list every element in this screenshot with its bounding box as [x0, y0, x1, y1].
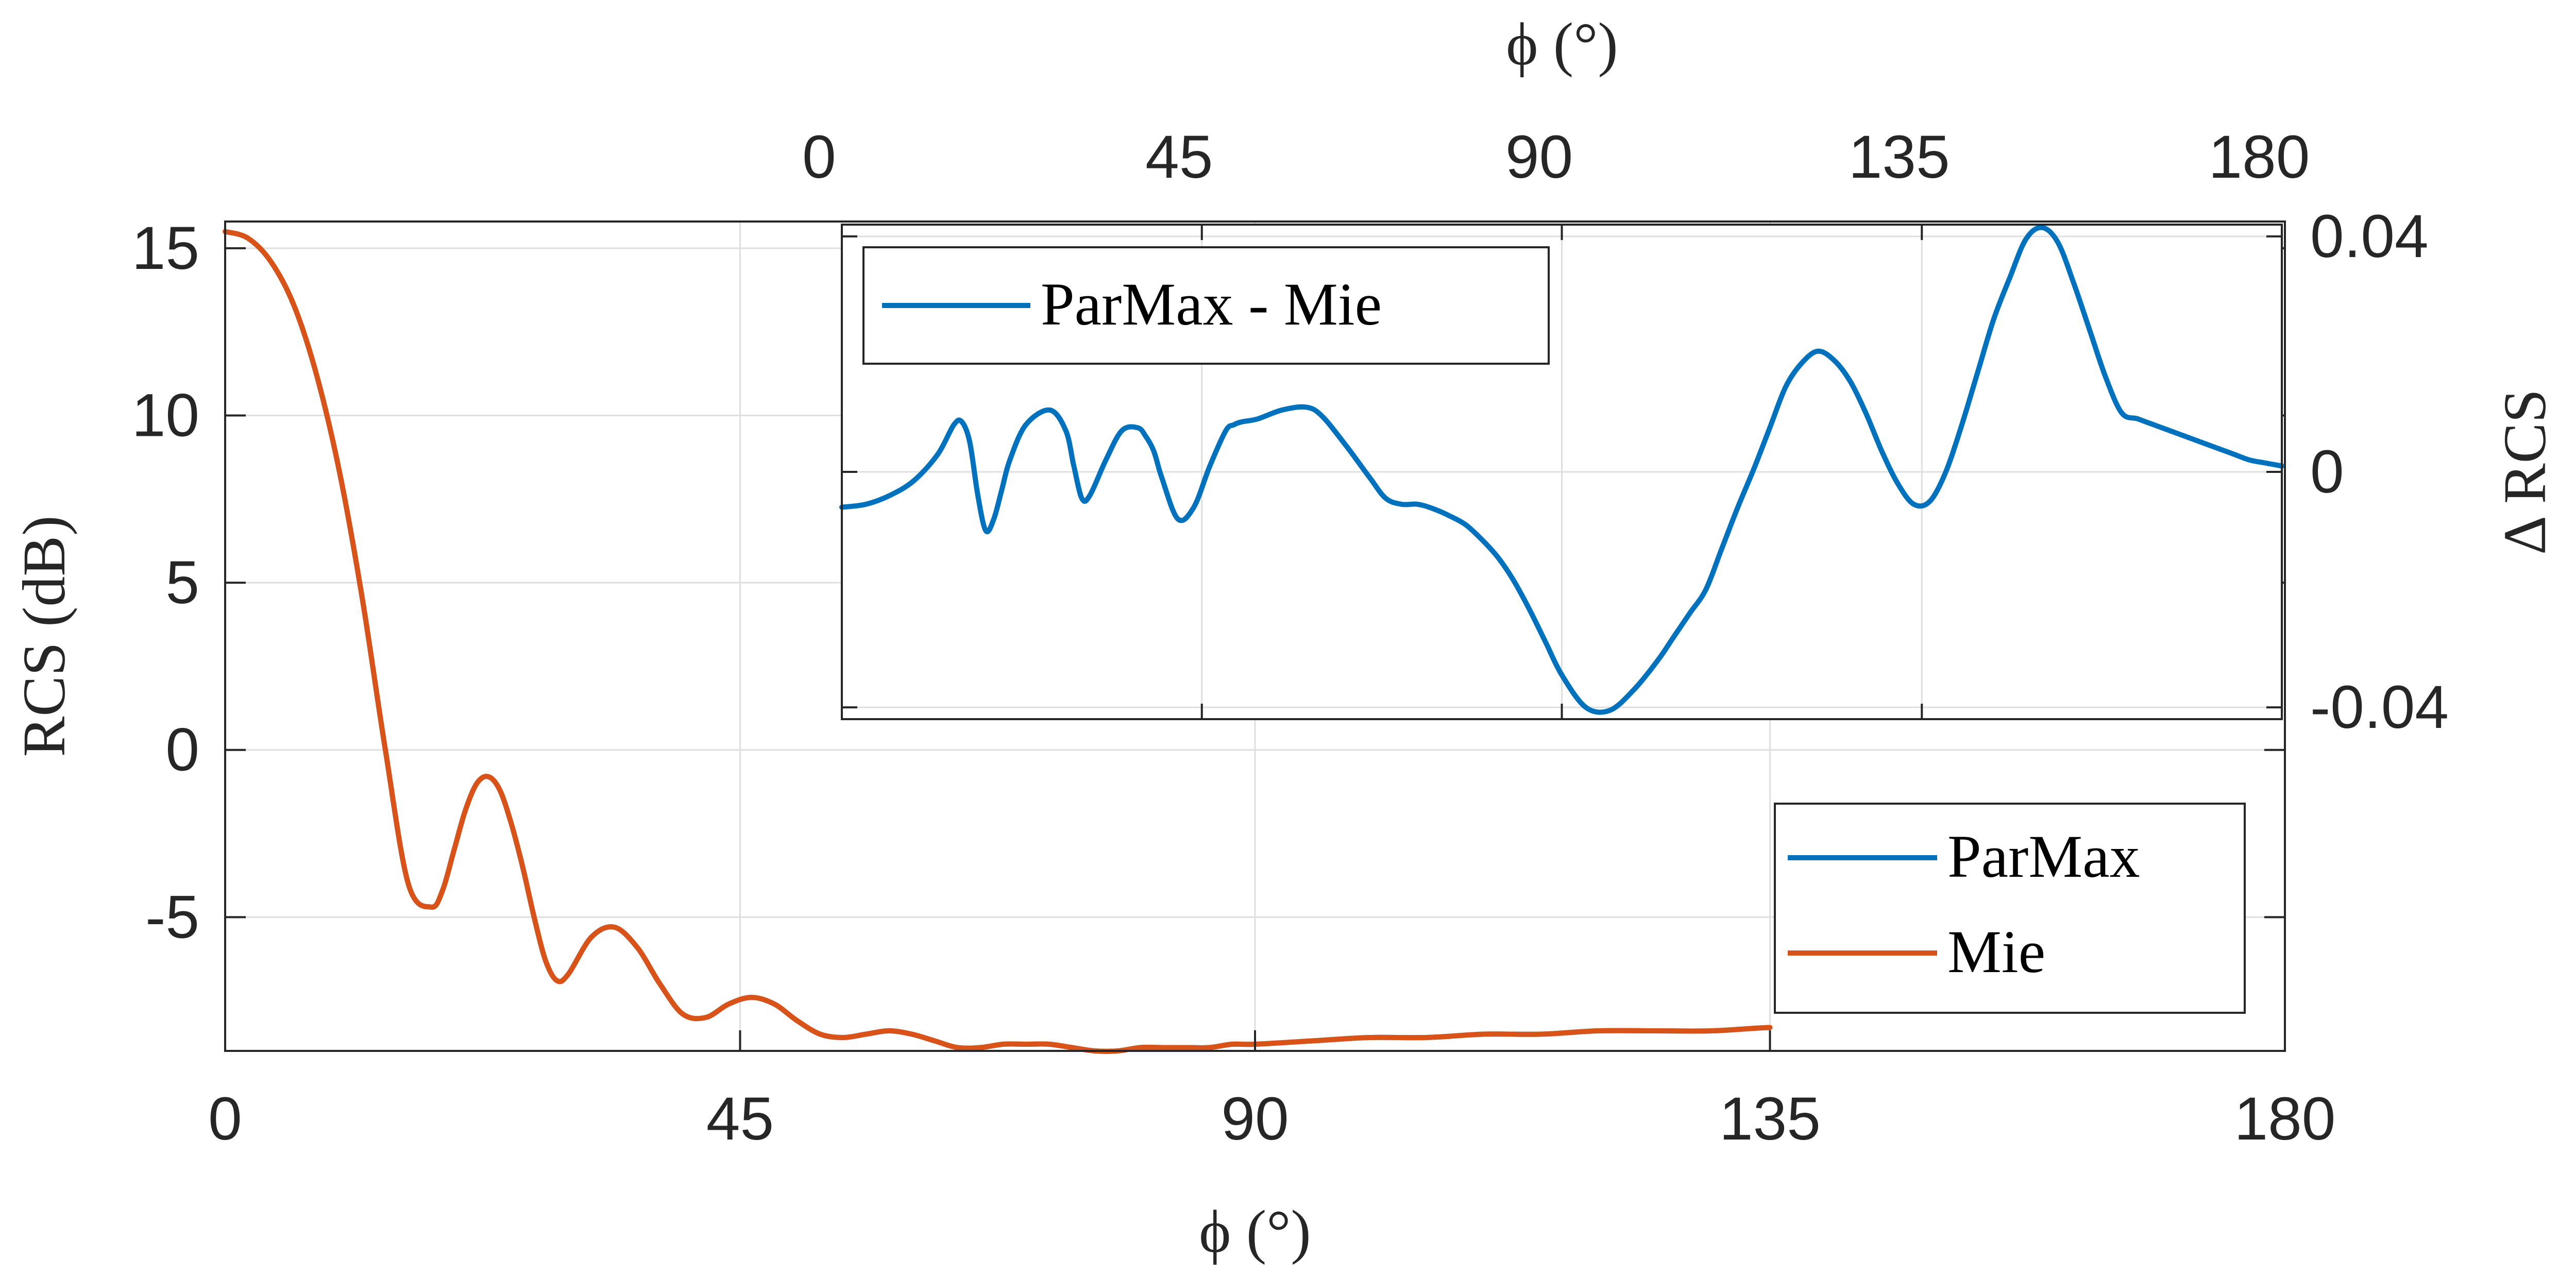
inset-xtick-labels: 0 45 90 135 180 [802, 123, 2310, 191]
main-legend-label-mie: Mie [1947, 918, 2045, 985]
main-y-tick-label: 10 [132, 382, 199, 450]
main-legend-label-parmax: ParMax [1947, 823, 2140, 890]
inset-ticks [841, 225, 2283, 719]
inset-legend: ParMax - Mie [862, 246, 1550, 365]
inset-axes: 0 45 90 135 180 -0.04 0 0.04 ϕ (°) Δ RCS [802, 10, 2558, 741]
main-legend: ParMax Mie [1774, 803, 2246, 1014]
main-y-tick-label: 15 [132, 214, 199, 282]
inset-x-axis-label: ϕ (°) [1506, 10, 1618, 78]
main-xtick-labels: 0 45 90 135 180 [208, 1085, 2335, 1153]
main-y-tick-label: 5 [165, 549, 199, 617]
main-ytick-labels: -5 0 5 10 15 [132, 214, 199, 951]
main-x-tick-label: 135 [1719, 1085, 1821, 1153]
series-line-parmax-mie [839, 225, 2284, 715]
main-lines [223, 229, 1773, 1054]
inset-x-tick-label: 45 [1145, 123, 1213, 191]
inset-lines [839, 225, 2284, 715]
inset-y-tick-label: -0.04 [2310, 673, 2449, 741]
inset-y-tick-label: 0 [2310, 438, 2344, 506]
main-y-tick-label: -5 [145, 883, 199, 951]
inset-x-tick-label: 0 [802, 123, 836, 191]
main-x-tick-label: 0 [208, 1085, 242, 1153]
main-x-tick-label: 90 [1221, 1085, 1289, 1153]
main-y-tick-label: 0 [165, 716, 199, 784]
main-x-tick-label: 180 [2234, 1085, 2336, 1153]
main-y-axis-label: RCS (dB) [10, 516, 78, 757]
inset-y-tick-label: 0.04 [2310, 202, 2429, 270]
inset-x-tick-label: 90 [1505, 123, 1573, 191]
series-line-mie [223, 229, 1773, 1054]
inset-x-tick-label: 180 [2209, 123, 2310, 191]
inset-x-tick-label: 135 [1849, 123, 1950, 191]
inset-ytick-labels: -0.04 0 0.04 [2310, 202, 2449, 741]
inset-legend-label-parmax-mie: ParMax - Mie [1041, 270, 1382, 338]
main-legend-box [1774, 803, 2246, 1014]
main-x-tick-label: 45 [706, 1085, 774, 1153]
inset-y-axis-label: Δ RCS [2491, 389, 2558, 555]
main-x-axis-label: ϕ (°) [1199, 1198, 1311, 1265]
inset-legend-box [862, 246, 1550, 365]
